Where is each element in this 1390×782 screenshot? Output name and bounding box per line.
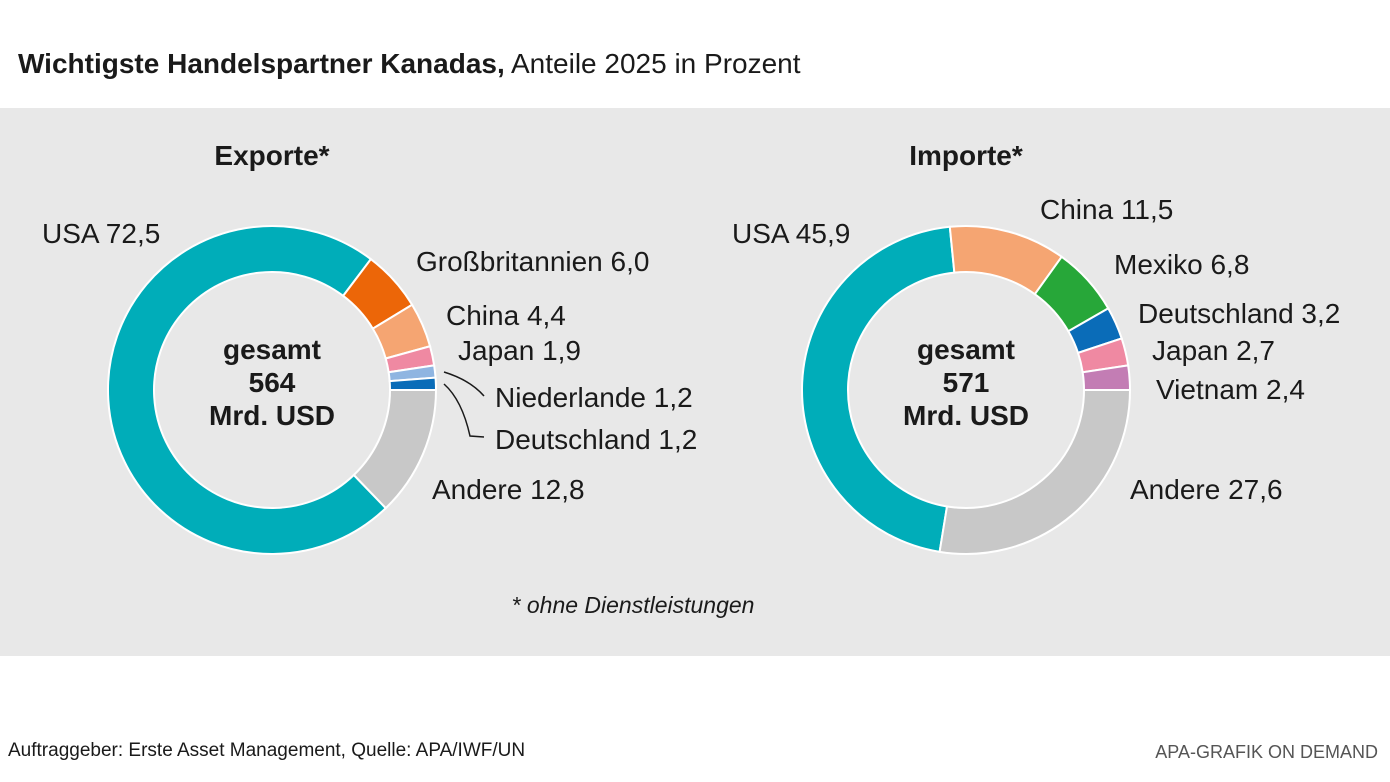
chart-title: Wichtigste Handelspartner Kanadas, Antei… [18,48,801,80]
exports-slice-usa [107,225,388,555]
source-note: Auftraggeber: Erste Asset Management, Qu… [8,740,526,761]
exports-center-label: gesamt 564 Mrd. USD [209,334,335,431]
imports-center-line-1: gesamt [917,334,1015,365]
imports-slice-labels: USA 45,9 China 11,5 Mexiko 6,8 Deutschla… [732,194,1340,505]
exports-center-line-1: gesamt [223,334,321,365]
exports-label-niederlande: Niederlande 1,2 [495,382,693,413]
credit-note: APA-GRAFIK ON DEMAND [1155,742,1378,762]
imports-label-japan: Japan 2,7 [1152,335,1275,366]
imports-label-usa: USA 45,9 [732,218,850,249]
chart-panel [0,108,1390,656]
imports-center-line-3: Mrd. USD [903,400,1029,431]
exports-label-andere: Andere 12,8 [432,474,585,505]
imports-label-andere: Andere 27,6 [1130,474,1283,505]
exports-label-china: China 4,4 [446,300,566,331]
imports-center-line-2: 571 [943,367,990,398]
imports-label-china: China 11,5 [1040,194,1173,225]
title-bold: Wichtigste Handelspartner Kanadas, [18,48,505,79]
exports-label-deutschland: Deutschland 1,2 [495,424,697,455]
exports-center-line-2: 564 [249,367,296,398]
title-rest: Anteile 2025 in Prozent [511,48,801,79]
imports-label-deutschland: Deutschland 3,2 [1138,298,1340,329]
exports-label-japan: Japan 1,9 [458,335,581,366]
imports-center-label: gesamt 571 Mrd. USD [903,334,1029,431]
imports-title: Importe* [909,140,1023,171]
imports-slice-usa [801,225,956,554]
exports-slice-andere [352,389,438,510]
exports-leader-deutschland [443,383,485,438]
exports-slice-labels: USA 72,5 Großbritannien 6,0 China 4,4 Ja… [42,218,697,505]
exports-center-line-3: Mrd. USD [209,400,335,431]
exports-label-usa: USA 72,5 [42,218,160,249]
exports-title: Exporte* [214,140,329,171]
exports-leader-niederlande [443,371,485,397]
imports-donut [801,225,1132,555]
imports-label-vietnam: Vietnam 2,4 [1156,374,1305,405]
imports-label-mexiko: Mexiko 6,8 [1114,249,1249,280]
exports-label-grossbritannien: Großbritannien 6,0 [416,246,649,277]
imports-slice-andere [938,389,1132,555]
footnote: * ohne Dienstleistungen [511,592,755,618]
exports-donut [107,225,438,555]
